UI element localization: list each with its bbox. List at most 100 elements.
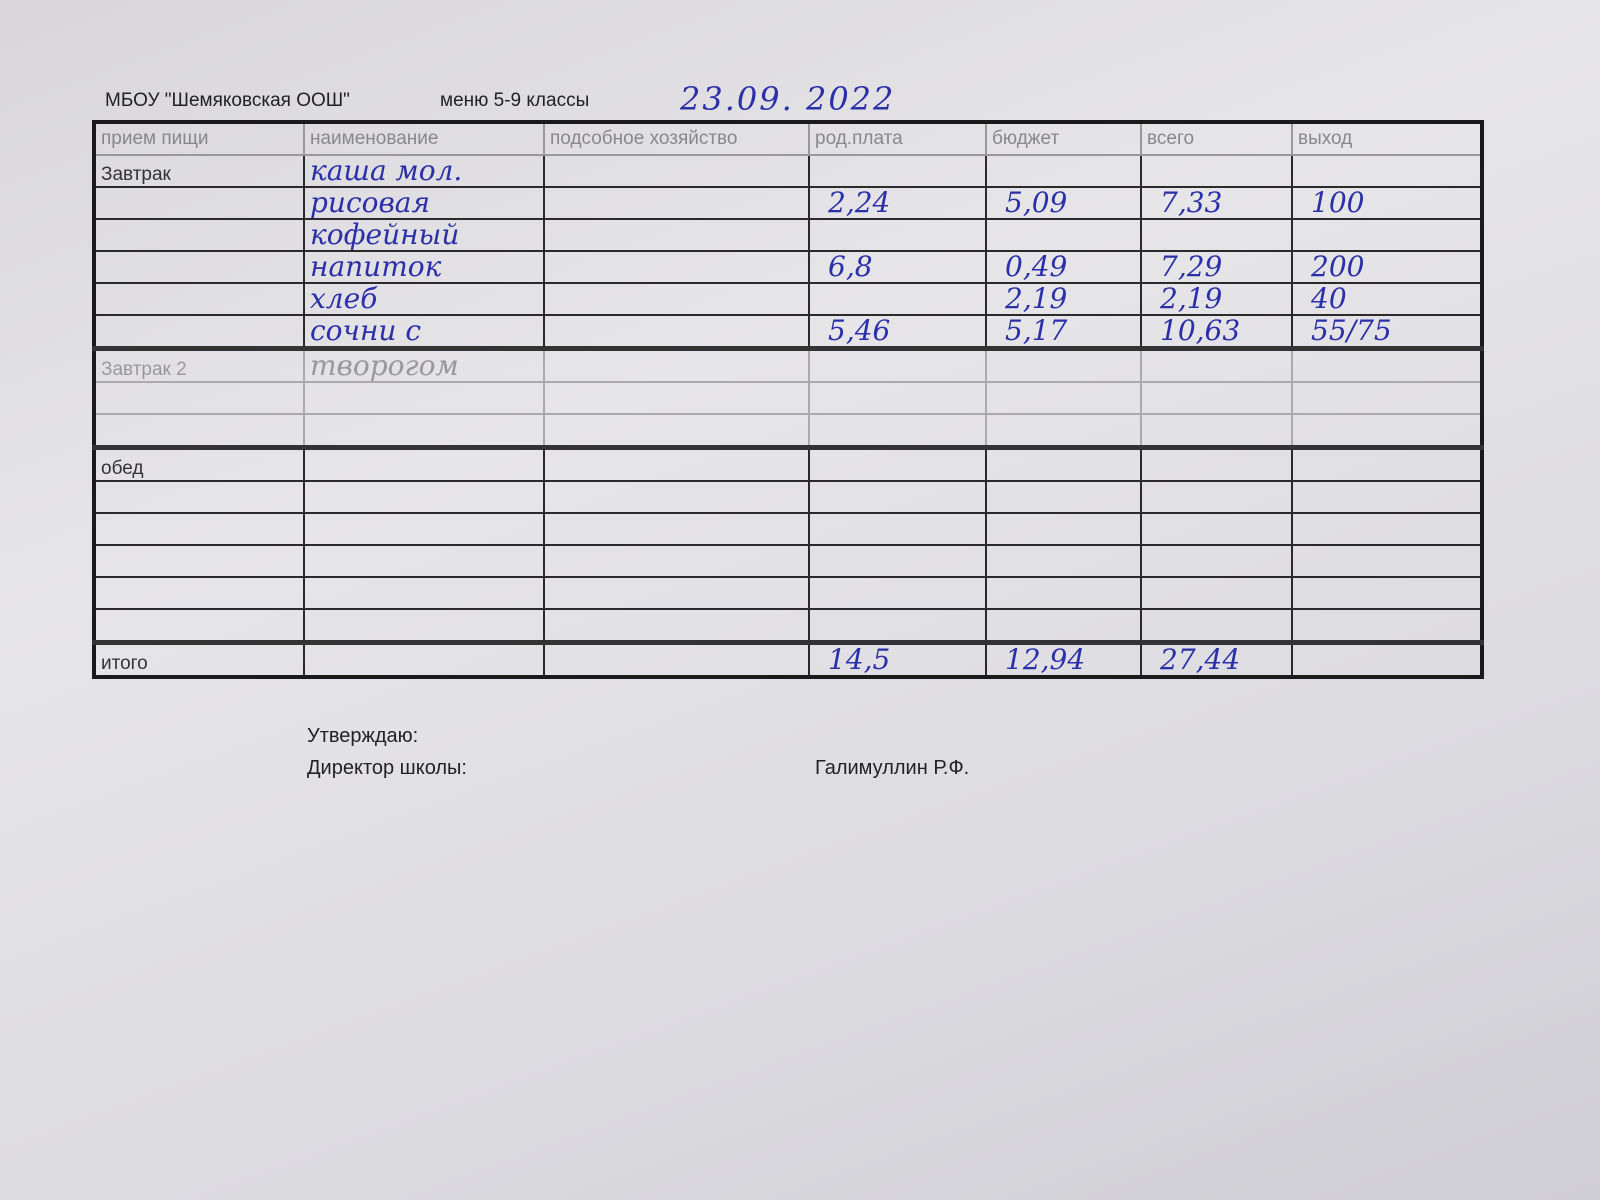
value-cell — [543, 576, 810, 610]
value-cell — [1291, 445, 1483, 482]
value-cell — [808, 544, 987, 578]
dish-name-cell — [303, 480, 545, 514]
value-cell: 200 — [1291, 250, 1483, 284]
meal-cell — [93, 544, 305, 578]
value-cell — [1140, 154, 1293, 188]
table-row: рисовая 2,24 5,09 7,33 100 — [93, 186, 1483, 220]
value-cell — [543, 282, 810, 316]
value-cell — [808, 480, 987, 514]
dish-name-cell — [303, 381, 545, 415]
column-header: род.плата — [808, 121, 987, 156]
dish-name-cell: сочни с — [303, 314, 545, 350]
value-cell: 6,8 — [808, 250, 987, 284]
table-row — [93, 608, 1483, 644]
meal-cell — [93, 512, 305, 546]
value-cell — [1291, 576, 1483, 610]
value-cell — [1140, 381, 1293, 415]
table-row — [93, 480, 1483, 514]
value-cell — [808, 346, 987, 383]
value-cell — [1140, 544, 1293, 578]
value-cell — [808, 445, 987, 482]
table-row — [93, 381, 1483, 415]
meal-cell: Завтрак 2 — [93, 346, 305, 383]
value-cell — [543, 218, 810, 252]
dish-name-cell — [303, 413, 545, 449]
meal-cell — [93, 480, 305, 514]
value-cell — [985, 480, 1142, 514]
value-cell: 7,29 — [1140, 250, 1293, 284]
meal-cell — [93, 250, 305, 284]
value-cell — [543, 544, 810, 578]
value-cell — [1140, 218, 1293, 252]
table-row: Завтрак каша мол. — [93, 154, 1483, 188]
value-cell: 2,19 — [1140, 282, 1293, 316]
value-cell: 5,46 — [808, 314, 987, 350]
value-cell — [543, 154, 810, 188]
meal-cell: Завтрак — [93, 154, 305, 188]
value-cell — [808, 413, 987, 449]
value-cell — [985, 381, 1142, 415]
table-row: напиток 6,8 0,49 7,29 200 — [93, 250, 1483, 284]
school-name: МБОУ "Шемяковская ООШ" — [105, 90, 350, 111]
director-name: Галимуллин Р.Ф. — [815, 757, 970, 779]
value-cell: 2,19 — [985, 282, 1142, 316]
value-cell: 0,49 — [985, 250, 1142, 284]
table-row: обед — [93, 445, 1483, 482]
value-cell — [1291, 381, 1483, 415]
value-cell: 5,17 — [985, 314, 1142, 350]
total-cell: 14,5 — [808, 640, 987, 678]
value-cell — [1291, 154, 1483, 188]
approve-label: Утверждаю: — [307, 725, 419, 747]
value-cell — [985, 413, 1142, 449]
table-header-row: прием пищи наименование подсобное хозяйств… — [93, 121, 1483, 156]
value-cell — [1291, 608, 1483, 644]
table-row — [93, 413, 1483, 449]
value-cell — [1140, 512, 1293, 546]
column-header: прием пищи — [93, 121, 305, 156]
value-cell — [1140, 480, 1293, 514]
value-cell — [543, 314, 810, 350]
meal-cell — [93, 218, 305, 252]
value-cell — [985, 218, 1142, 252]
dish-name-cell — [303, 608, 545, 644]
table-row: кофейный — [93, 218, 1483, 252]
meal-cell — [93, 186, 305, 220]
table-row — [93, 544, 1483, 578]
value-cell — [543, 480, 810, 514]
dish-name-cell — [303, 512, 545, 546]
value-cell — [543, 250, 810, 284]
meal-cell — [93, 314, 305, 350]
total-cell — [543, 640, 810, 678]
dish-name-cell: творогом — [303, 346, 545, 383]
value-cell — [985, 576, 1142, 610]
value-cell: 2,24 — [808, 186, 987, 220]
table-row — [93, 576, 1483, 610]
dish-name-cell — [303, 576, 545, 610]
value-cell — [543, 186, 810, 220]
value-cell — [1140, 608, 1293, 644]
total-row: итого 14,5 12,94 27,44 — [93, 640, 1483, 678]
value-cell — [808, 282, 987, 316]
value-cell — [1140, 346, 1293, 383]
total-cell — [1291, 640, 1483, 678]
value-cell — [985, 512, 1142, 546]
value-cell: 10,63 — [1140, 314, 1293, 350]
total-cell — [303, 640, 545, 678]
value-cell — [808, 576, 987, 610]
dish-name-cell: напиток — [303, 250, 545, 284]
director-label: Директор школы: — [307, 757, 467, 779]
meal-cell — [93, 576, 305, 610]
value-cell — [543, 413, 810, 449]
value-cell — [1291, 218, 1483, 252]
column-header: наименование — [303, 121, 545, 156]
dish-name-cell — [303, 445, 545, 482]
value-cell — [1140, 576, 1293, 610]
value-cell: 40 — [1291, 282, 1483, 316]
value-cell — [1140, 445, 1293, 482]
value-cell — [1140, 413, 1293, 449]
value-cell — [543, 512, 810, 546]
menu-title: меню 5-9 классы — [440, 90, 590, 111]
handwritten-date: 23.09. 2022 — [680, 80, 896, 118]
value-cell — [1291, 512, 1483, 546]
table-row — [93, 512, 1483, 546]
